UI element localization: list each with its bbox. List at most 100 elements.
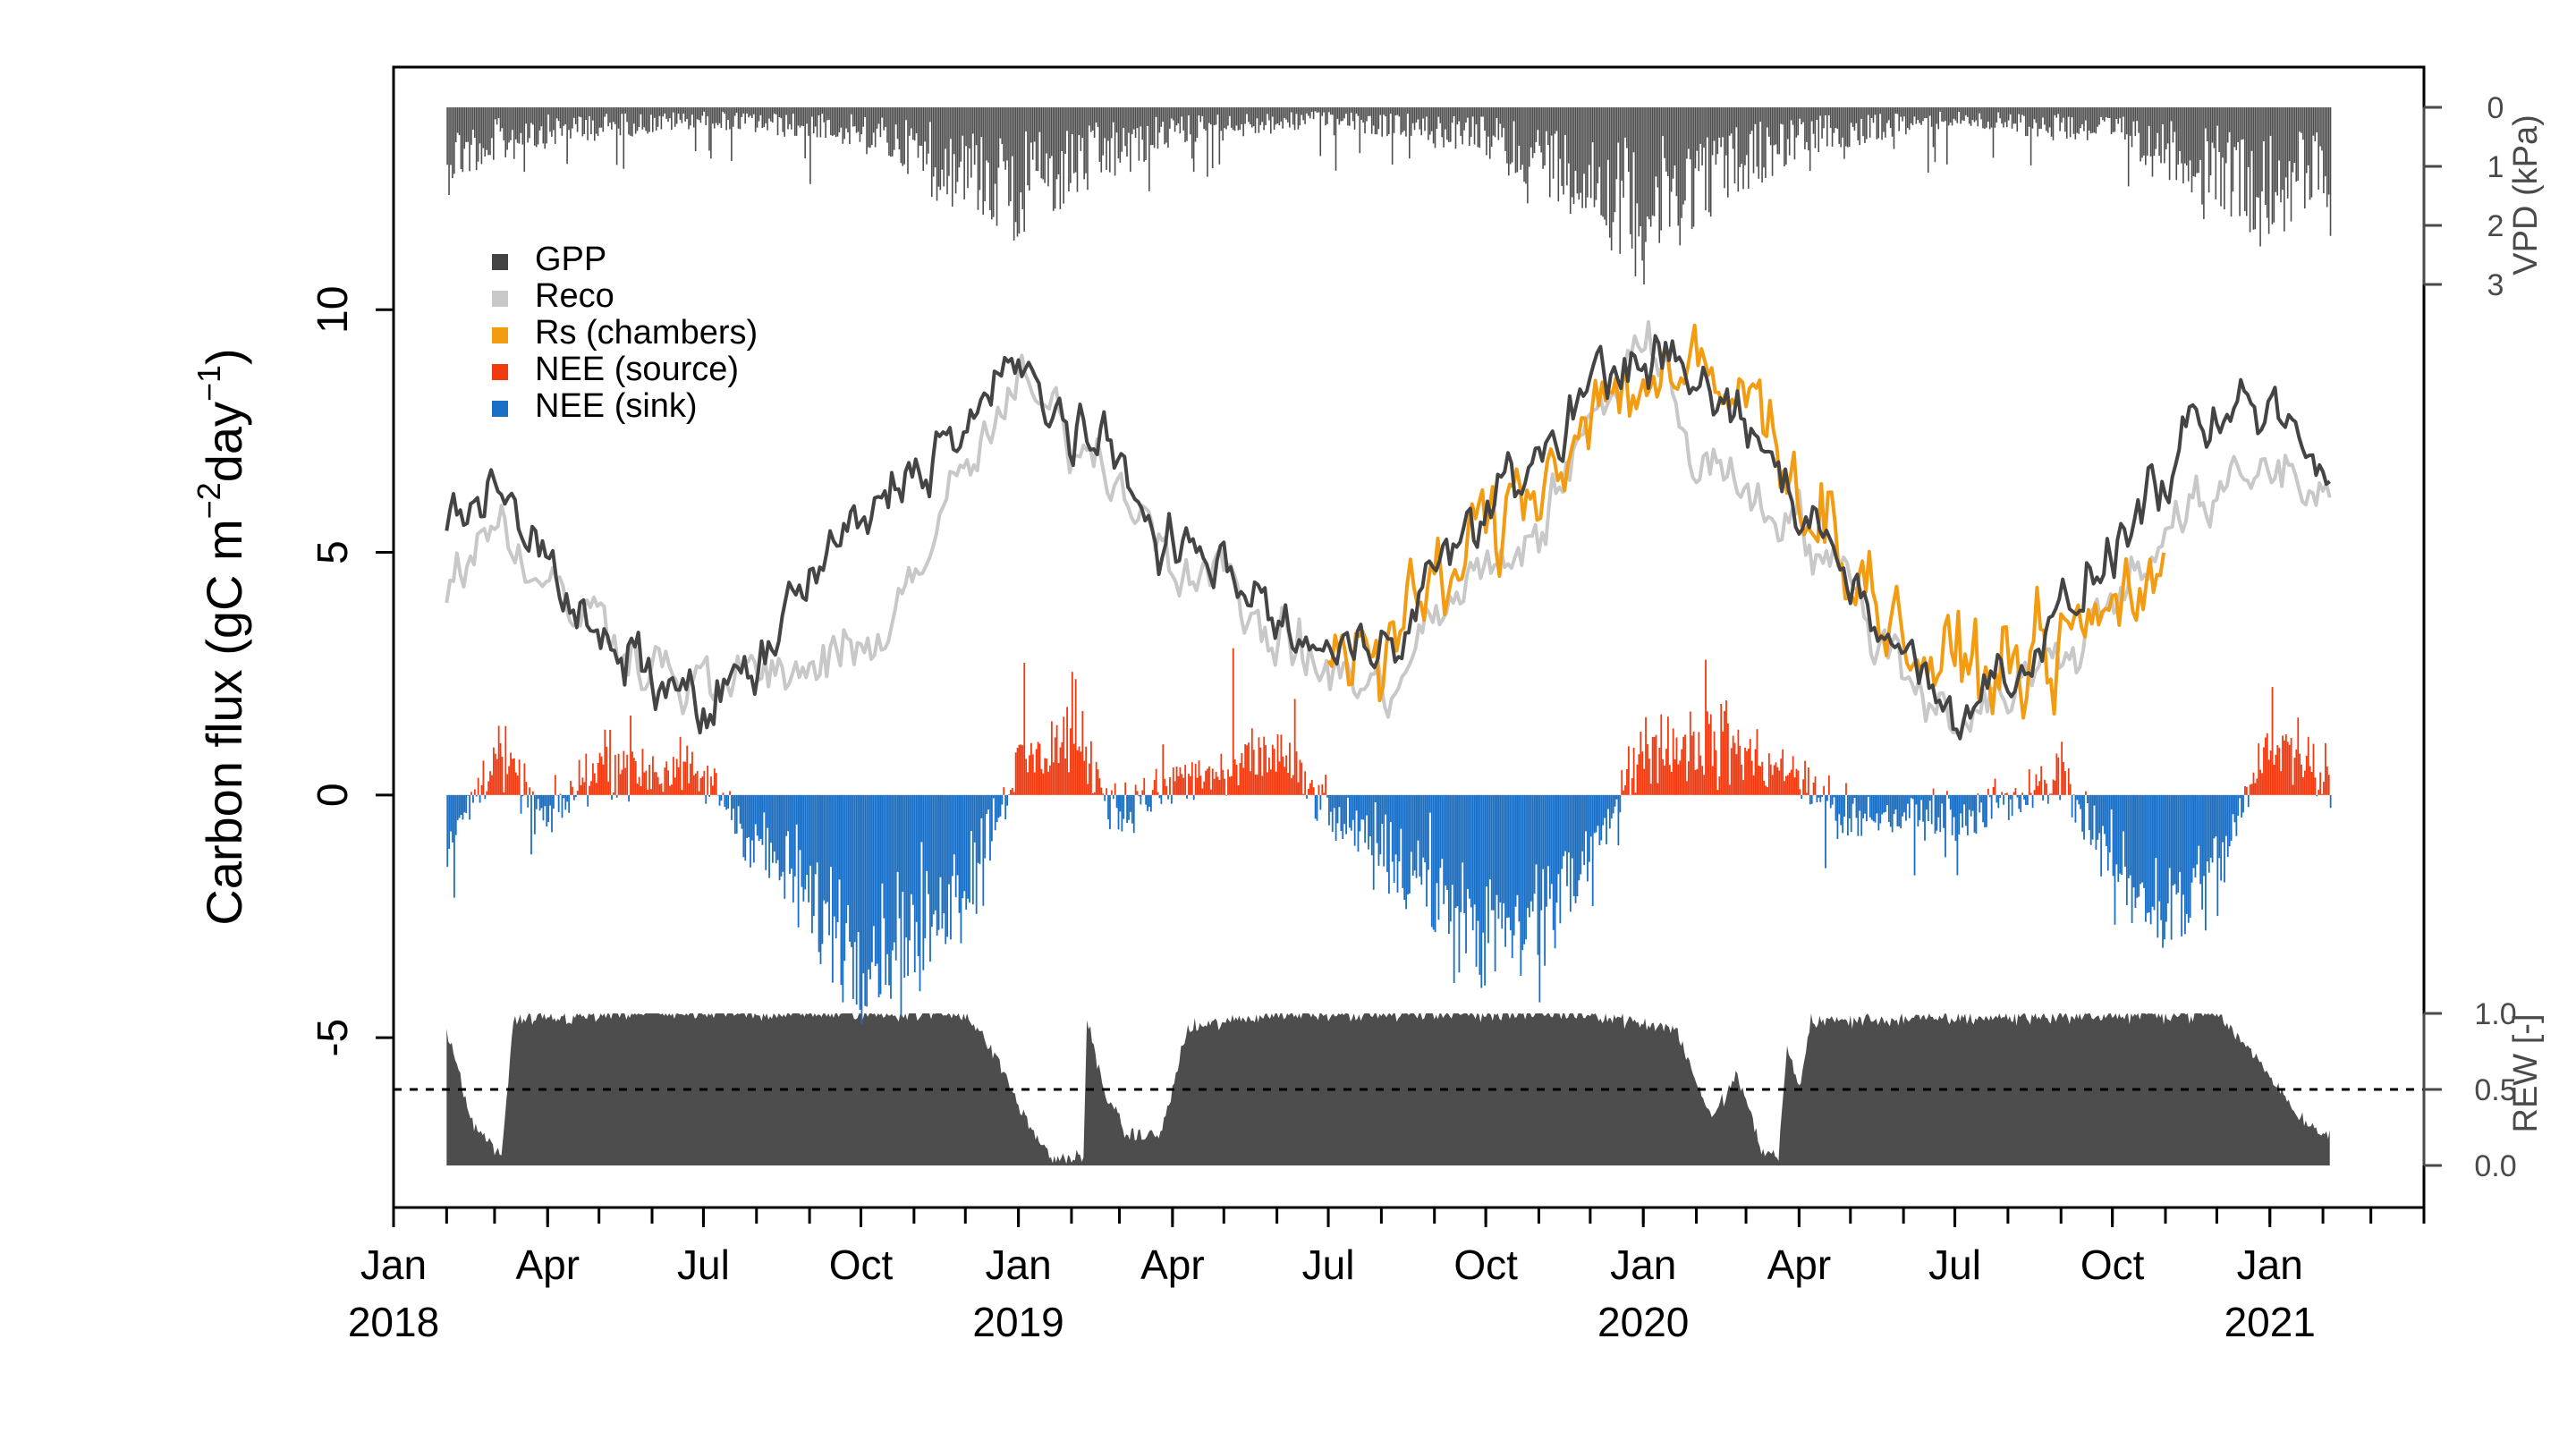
nee-sink-bar [1402,794,1404,888]
vpd-bar [2254,107,2257,230]
vpd-bar [1643,107,1645,284]
nee-source-bar [701,776,704,795]
nee-source-bar [2037,785,2039,795]
nee-source-bar [2046,784,2047,795]
vpd-bar [1638,107,1640,237]
nee-sink-bar [1527,794,1529,908]
vpd-bar [1746,107,1748,156]
nee-sink-bar [1982,794,1984,823]
vpd-bar [1046,107,1047,154]
nee-source-bar [1011,787,1013,795]
vpd-bar [2085,107,2087,121]
vpd-bar [1145,107,1147,160]
nee-source-bar [713,768,716,795]
vpd-bar [694,107,697,151]
vpd-bar [1054,107,1056,209]
nee-sink-bar [1463,794,1466,913]
vpd-bar [1312,107,1315,120]
vpd-bar [1422,107,1424,119]
nee-sink-bar [797,794,800,928]
vpd-bar [1872,107,1875,123]
nee-sink-bar [1862,794,1865,818]
nee-sink-bar [1600,794,1603,841]
vpd-bar [2080,107,2081,129]
nee-sink-bar [1927,794,1929,822]
vpd-bar [1936,107,1938,124]
vpd-bar [2310,107,2313,198]
vpd-bar [819,107,822,138]
vpd-bar [1846,107,1849,148]
nee-sink-bar [2011,794,2013,817]
vpd-bar [2205,107,2207,129]
vpd-bar [1213,107,1216,126]
vpd-bar [1962,107,1963,121]
nee-sink-bar [903,794,906,978]
nee-sink-bar [1945,794,1946,858]
vpd-bar [1664,107,1665,158]
nee-sink-bar [1941,794,1944,804]
nee-source-bar [1290,778,1292,795]
vpd-bar [1641,107,1643,261]
nee-sink-bar [2168,794,2171,869]
vpd-bar [530,107,532,123]
vpd-bar [1225,107,1227,130]
vpd-bar [506,107,508,150]
vpd-bar [469,107,470,172]
vpd-bar [1523,107,1525,182]
vpd-bar [521,107,524,145]
vpd-bar [746,107,748,114]
vpd-bar [623,107,625,169]
vpd-bar [718,107,721,123]
vpd-bar [617,107,620,129]
nee-sink-bar [2115,794,2118,865]
vpd-bar [967,107,969,189]
vpd-bar [1960,107,1962,124]
nee-source-bar [1054,737,1056,795]
vpd-bar [2035,107,2038,123]
vpd-bar [866,107,868,155]
vpd-bar [1825,107,1826,115]
vpd-bar [2054,107,2056,115]
nee-sink-bar [1855,794,1858,818]
vpd-bar [789,107,791,124]
legend-item: Rs (chambers) [492,314,758,352]
nee-source-bar [1287,773,1289,795]
nee-sink-bar [1405,794,1407,910]
vpd-bar [941,107,944,170]
vpd-bar [852,107,854,127]
vpd-bar [456,107,459,133]
vpd-bar [1407,107,1409,114]
nee-sink-bar [924,794,927,939]
nee-source-bar [626,754,629,795]
nee-sink-bar [2190,794,2193,883]
vpd-bar [688,107,690,130]
vpd-bar [1905,107,1907,135]
nee-sink-bar [787,794,790,832]
nee-sink-bar [1475,794,1478,967]
vpd-bar [537,107,539,145]
vpd-bar [1930,107,1933,127]
vpd-bar [1271,107,1274,117]
vpd-bar [611,107,613,130]
vpd-bar [682,107,685,114]
nee-sink-bar [1973,794,1976,833]
nee-source-bar [2245,786,2248,795]
nee-sink-bar [549,794,551,806]
nee-source-bar [1208,766,1210,795]
nee-source-bar [1698,732,1700,795]
nee-source-bar [1275,771,1277,795]
nee-sink-bar [789,794,791,875]
vpd-bar [1544,107,1546,166]
vpd-bar [876,107,878,129]
plot-area [445,107,2332,1165]
vpd-bar [1857,107,1860,140]
vpd-bar [890,107,892,157]
x-tick-label: Apr [515,1241,580,1288]
vpd-bar [462,107,464,173]
vpd-bar [1439,107,1442,123]
nee-sink-bar [1434,794,1436,933]
vpd-bar [1509,107,1512,165]
nee-source-bar [1631,778,1633,795]
nee-source-bar [2029,792,2032,795]
nee-sink-bar [1460,794,1462,912]
